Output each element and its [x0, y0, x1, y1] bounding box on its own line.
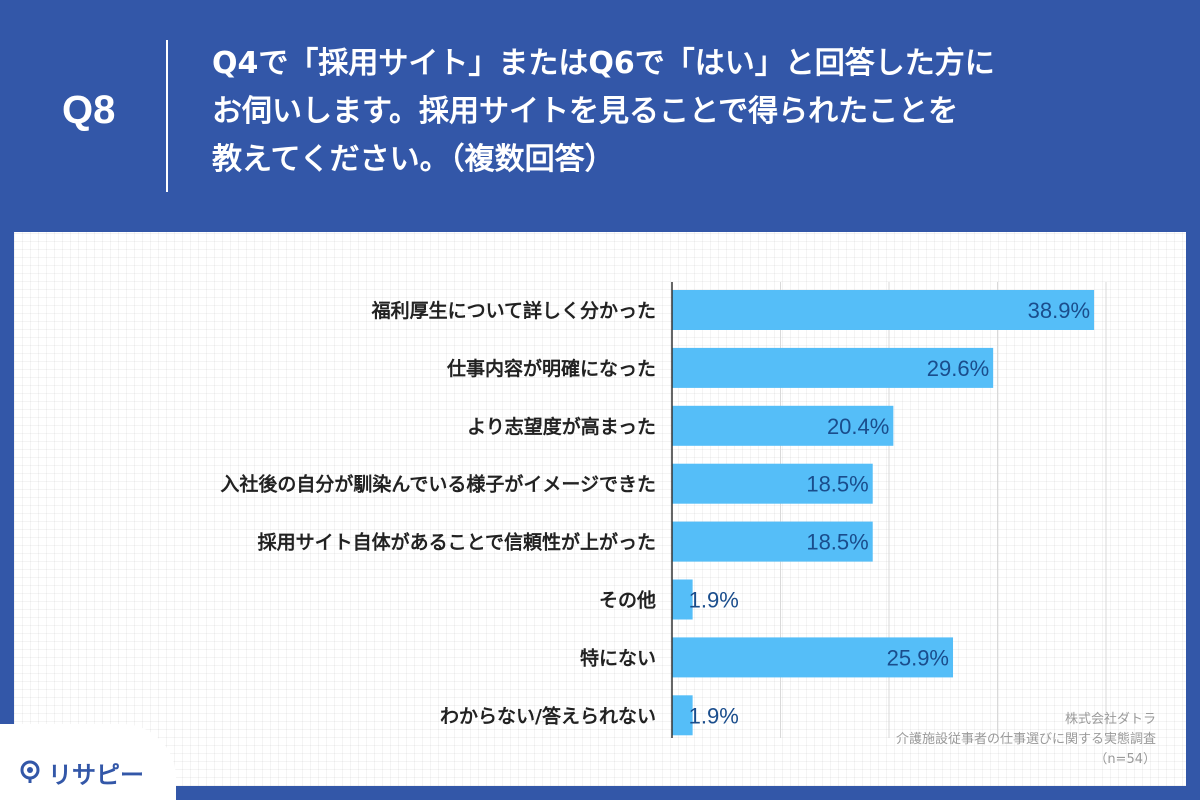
value-label: 29.6%: [927, 356, 989, 381]
logo: リサピー: [0, 724, 176, 800]
source-sample: （n=54）: [1094, 752, 1156, 767]
category-label: より志望度が高まった: [467, 415, 656, 438]
value-label: 20.4%: [827, 414, 889, 439]
question-line: 教えてください。（複数回答）: [212, 142, 615, 177]
header-divider: [166, 40, 168, 192]
value-label: 18.5%: [806, 472, 868, 497]
chart-panel: 福利厚生について詳しく分かった 38.9% 仕事内容が明確になった 29.6% より志望…: [14, 232, 1186, 786]
category-label: その他: [599, 589, 656, 612]
value-label: 1.9%: [689, 703, 739, 728]
bar: [672, 347, 994, 388]
category-label: わからない/答えられない: [440, 704, 656, 727]
category-label: 入社後の自分が馴染んでいる様子がイメージできた: [220, 473, 656, 496]
bar: [672, 521, 873, 562]
category-label: 福利厚生について詳しく分かった: [371, 299, 656, 322]
category-label: 特にない: [580, 647, 656, 669]
value-label: 38.9%: [1028, 298, 1090, 323]
category-label: 仕事内容が明確になった: [446, 357, 656, 380]
bar: [672, 463, 873, 504]
bar: [672, 290, 1095, 330]
header: Q8 Q4で「採用サイト」またはQ6で「はい」と回答した方に お伺いします。採用…: [0, 0, 1200, 232]
bar: [672, 637, 954, 678]
bar: [672, 579, 693, 620]
question-text: Q4で「採用サイト」またはQ6で「はい」と回答した方に お伺いします。採用サイト…: [212, 40, 1172, 184]
question-number: Q8: [62, 88, 116, 132]
bar: [672, 405, 894, 446]
category-label: 採用サイト自体があることで信頼性が上がった: [258, 531, 656, 554]
source-note: 株式会社ダトラ 介護施設従事者の仕事選びに関する実態調査 （n=54）: [896, 710, 1156, 770]
value-label: 1.9%: [689, 588, 739, 613]
source-survey: 介護施設従事者の仕事選びに関する実態調査: [895, 732, 1156, 747]
question-line: お伺いします。採用サイトを見ることで得られたことを: [212, 94, 959, 129]
bar: [672, 695, 693, 736]
location-pin-icon: [20, 760, 40, 783]
logo-text: リサピー: [48, 761, 144, 789]
value-label: 18.5%: [806, 530, 868, 555]
source-company: 株式会社ダトラ: [1064, 712, 1156, 727]
value-label: 25.9%: [887, 645, 949, 670]
question-line: Q4で「採用サイト」またはQ6で「はい」と回答した方に: [212, 46, 995, 81]
bar-chart: 福利厚生について詳しく分かった 38.9% 仕事内容が明確になった 29.6% より志望…: [220, 282, 1107, 738]
